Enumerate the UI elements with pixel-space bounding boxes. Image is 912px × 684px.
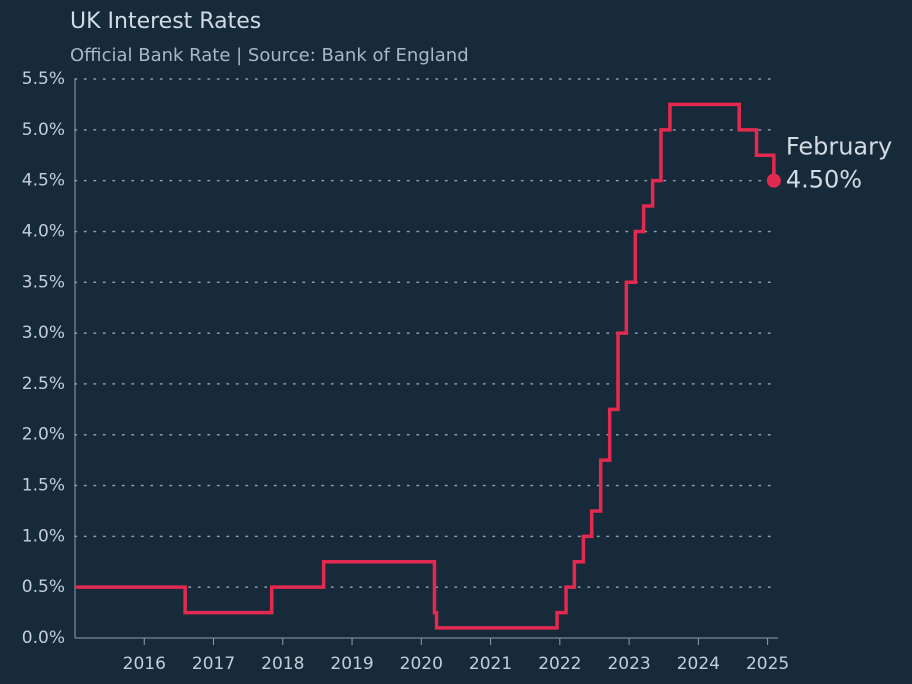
y-tick-label: 5.5%	[22, 69, 65, 89]
x-tick-label: 2018	[261, 654, 304, 674]
x-tick-label: 2017	[192, 654, 235, 674]
y-tick-label: 0.0%	[22, 628, 65, 648]
y-tick-label: 2.5%	[22, 374, 65, 394]
annotation: February	[786, 133, 892, 161]
y-tick-label: 2.0%	[22, 425, 65, 445]
y-tick-label: 5.0%	[22, 120, 65, 140]
x-tick-label: 2016	[123, 654, 166, 674]
y-tick-label: 0.5%	[22, 577, 65, 597]
y-tick-label: 4.5%	[22, 171, 65, 191]
x-tick-label: 2019	[330, 654, 373, 674]
x-tick-label: 2020	[400, 654, 443, 674]
x-tick-label: 2024	[677, 654, 720, 674]
rate-line	[75, 102, 776, 630]
value-label: 4.50%	[786, 166, 862, 194]
x-tick-label: 2023	[607, 654, 650, 674]
y-tick-label: 1.5%	[22, 476, 65, 496]
y-tick-label: 4.0%	[22, 221, 65, 241]
x-tick-label: 2025	[746, 654, 789, 674]
x-tick-label: 2022	[538, 654, 581, 674]
y-tick-label: 1.0%	[22, 526, 65, 546]
y-tick-label: 3.0%	[22, 323, 65, 343]
x-tick-label: 2021	[469, 654, 512, 674]
end-point	[766, 173, 781, 188]
chart-subtitle: Official Bank Rate | Source: Bank of Eng…	[70, 45, 469, 66]
chart-title: UK Interest Rates	[70, 9, 261, 34]
y-tick-label: 3.5%	[22, 272, 65, 292]
